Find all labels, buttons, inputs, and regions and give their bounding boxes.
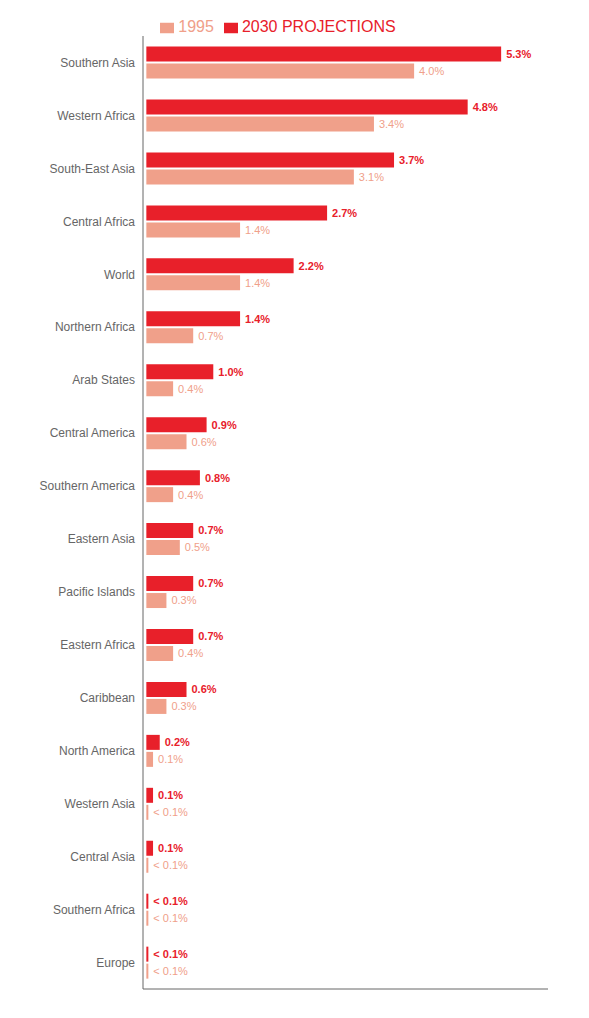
svg-text:1.4%: 1.4% <box>245 313 270 325</box>
svg-text:0.1%: 0.1% <box>158 789 183 801</box>
svg-text:Southern America: Southern America <box>40 479 136 493</box>
svg-text:Eastern Asia: Eastern Asia <box>68 532 136 546</box>
svg-text:Western Africa: Western Africa <box>57 109 135 123</box>
svg-text:0.6%: 0.6% <box>192 683 217 695</box>
svg-text:0.4%: 0.4% <box>178 647 203 659</box>
svg-text:Arab States: Arab States <box>72 373 135 387</box>
svg-text:0.7%: 0.7% <box>198 330 223 342</box>
svg-text:< 0.1%: < 0.1% <box>153 806 188 818</box>
svg-text:< 0.1%: < 0.1% <box>153 948 188 960</box>
svg-text:0.7%: 0.7% <box>198 577 223 589</box>
svg-text:2.2%: 2.2% <box>299 260 324 272</box>
svg-text:Southern Africa: Southern Africa <box>53 903 135 917</box>
svg-text:0.4%: 0.4% <box>178 383 203 395</box>
svg-text:Central America: Central America <box>50 426 136 440</box>
html-text:1995: 1995 <box>178 18 214 35</box>
svg-text:2.7%: 2.7% <box>332 207 357 219</box>
svg-text:0.6%: 0.6% <box>192 436 217 448</box>
svg-text:3.1%: 3.1% <box>359 171 384 183</box>
svg-text:1.4%: 1.4% <box>245 277 270 289</box>
svg-text:0.2%: 0.2% <box>165 736 190 748</box>
svg-text:Caribbean: Caribbean <box>80 691 135 705</box>
html-text:2030 PROJECTIONS: 2030 PROJECTIONS <box>241 18 396 35</box>
svg-text:Western Asia: Western Asia <box>65 797 136 811</box>
svg-text:< 0.1%: < 0.1% <box>153 895 188 907</box>
svg-text:1.0%: 1.0% <box>218 366 243 378</box>
svg-text:0.1%: 0.1% <box>158 842 183 854</box>
svg-text:Northern Africa: Northern Africa <box>55 320 135 334</box>
svg-text:North America: North America <box>59 744 135 758</box>
svg-text:0.9%: 0.9% <box>212 419 237 431</box>
svg-text:0.4%: 0.4% <box>178 489 203 501</box>
svg-text:0.1%: 0.1% <box>158 753 183 765</box>
svg-text:< 0.1%: < 0.1% <box>153 912 188 924</box>
svg-text:0.7%: 0.7% <box>198 630 223 642</box>
svg-text:0.7%: 0.7% <box>198 524 223 536</box>
svg-text:World: World <box>104 268 135 282</box>
svg-text:5.3%: 5.3% <box>506 48 531 60</box>
svg-text:< 0.1%: < 0.1% <box>153 965 188 977</box>
svg-text:4.8%: 4.8% <box>473 101 498 113</box>
svg-text:4.0%: 4.0% <box>419 65 444 77</box>
svg-text:0.5%: 0.5% <box>185 541 210 553</box>
svg-text:Central Asia: Central Asia <box>70 850 135 864</box>
svg-text:South-East Asia: South-East Asia <box>50 162 136 176</box>
svg-text:3.7%: 3.7% <box>399 154 424 166</box>
svg-text:0.3%: 0.3% <box>171 594 196 606</box>
svg-text:3.4%: 3.4% <box>379 118 404 130</box>
svg-text:0.3%: 0.3% <box>171 700 196 712</box>
svg-text:Central Africa: Central Africa <box>63 215 135 229</box>
svg-text:Pacific Islands: Pacific Islands <box>58 585 135 599</box>
svg-text:Eastern Africa: Eastern Africa <box>60 638 135 652</box>
svg-text:Europe: Europe <box>96 956 135 970</box>
svg-text:0.8%: 0.8% <box>205 472 230 484</box>
svg-text:1.4%: 1.4% <box>245 224 270 236</box>
svg-text:Southern Asia: Southern Asia <box>60 56 135 70</box>
svg-text:< 0.1%: < 0.1% <box>153 859 188 871</box>
